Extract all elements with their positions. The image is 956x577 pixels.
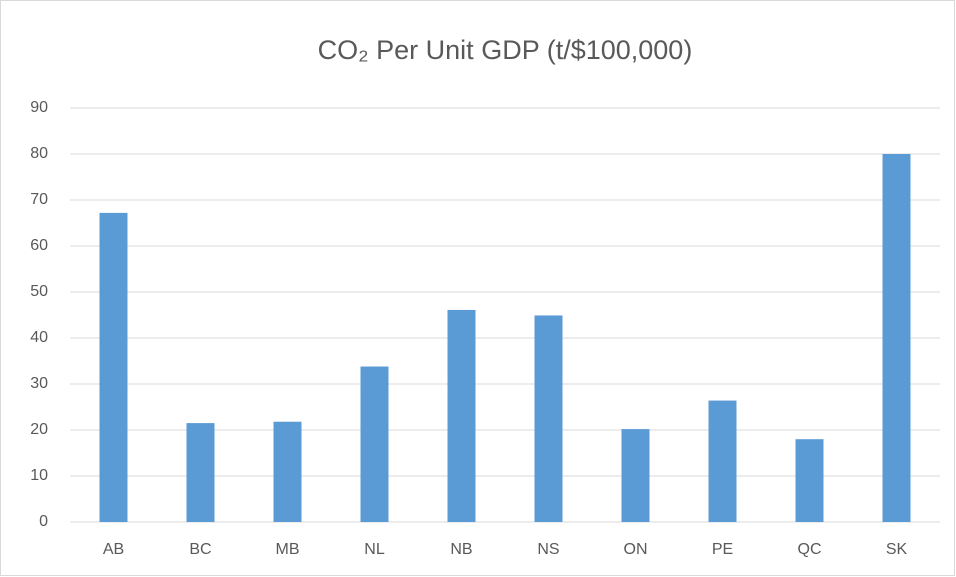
bar bbox=[186, 423, 215, 522]
bar bbox=[882, 154, 911, 522]
y-tick-label: 60 bbox=[30, 237, 48, 254]
bar bbox=[795, 439, 824, 522]
y-tick-label: 0 bbox=[39, 513, 48, 530]
x-tick-label: AB bbox=[103, 541, 124, 558]
y-tick-label: 70 bbox=[30, 191, 48, 208]
bar bbox=[273, 421, 302, 522]
y-tick-label: 40 bbox=[30, 329, 48, 346]
bar bbox=[621, 429, 650, 522]
bar bbox=[360, 366, 389, 522]
y-tick-label: 10 bbox=[30, 467, 48, 484]
chart-title: CO₂ Per Unit GDP (t/$100,000) bbox=[318, 35, 693, 65]
y-tick-label: 20 bbox=[30, 421, 48, 438]
x-tick-label: NL bbox=[364, 541, 385, 558]
y-tick-label: 50 bbox=[30, 283, 48, 300]
y-tick-label: 30 bbox=[30, 375, 48, 392]
x-tick-label: NS bbox=[537, 541, 559, 558]
y-tick-label: 80 bbox=[30, 145, 48, 162]
x-tick-label: ON bbox=[624, 541, 648, 558]
bar bbox=[447, 309, 476, 522]
bar bbox=[534, 315, 563, 522]
bar bbox=[99, 212, 128, 522]
x-tick-label: SK bbox=[886, 541, 908, 558]
y-tick-label: 90 bbox=[30, 99, 48, 116]
x-tick-label: NB bbox=[450, 541, 472, 558]
x-tick-label: MB bbox=[276, 541, 300, 558]
bar bbox=[708, 400, 737, 522]
x-tick-label: PE bbox=[712, 541, 733, 558]
x-tick-label: QC bbox=[798, 541, 822, 558]
x-tick-label: BC bbox=[189, 541, 211, 558]
